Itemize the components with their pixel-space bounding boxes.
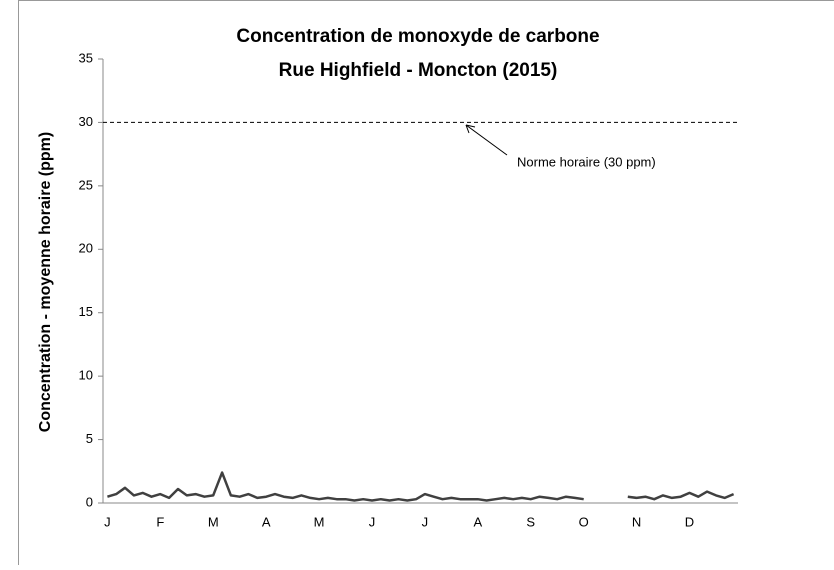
y-tick-label: 0 <box>86 494 93 509</box>
x-tick-label: S <box>526 514 535 529</box>
y-tick-label: 35 <box>79 50 93 65</box>
y-axis-label: Concentration - moyenne horaire (ppm) <box>37 132 54 432</box>
x-tick-label: M <box>208 514 219 529</box>
x-tick-label: N <box>632 514 641 529</box>
x-tick-label: A <box>473 514 482 529</box>
chart-title: Concentration de monoxyde de carbone <box>236 26 599 47</box>
y-tick-label: 15 <box>79 304 93 319</box>
x-tick-label: M <box>314 514 325 529</box>
y-tick-label: 20 <box>79 241 93 256</box>
y-tick-label: 10 <box>79 368 93 383</box>
y-tick-label: 5 <box>86 431 93 446</box>
x-tick-label: J <box>104 514 111 529</box>
x-tick-label: O <box>579 514 589 529</box>
x-tick-label: D <box>685 514 694 529</box>
chart-subtitle: Rue Highfield - Moncton (2015) <box>279 60 558 81</box>
y-tick-label: 25 <box>79 177 93 192</box>
y-tick-label: 30 <box>79 114 93 129</box>
annotation: Norme horaire (30 ppm) <box>517 154 656 169</box>
x-tick-label: A <box>262 514 271 529</box>
chart-frame <box>19 1 834 566</box>
x-tick-label: F <box>156 514 164 529</box>
x-tick-label: J <box>369 514 376 529</box>
x-tick-label: J <box>422 514 429 529</box>
